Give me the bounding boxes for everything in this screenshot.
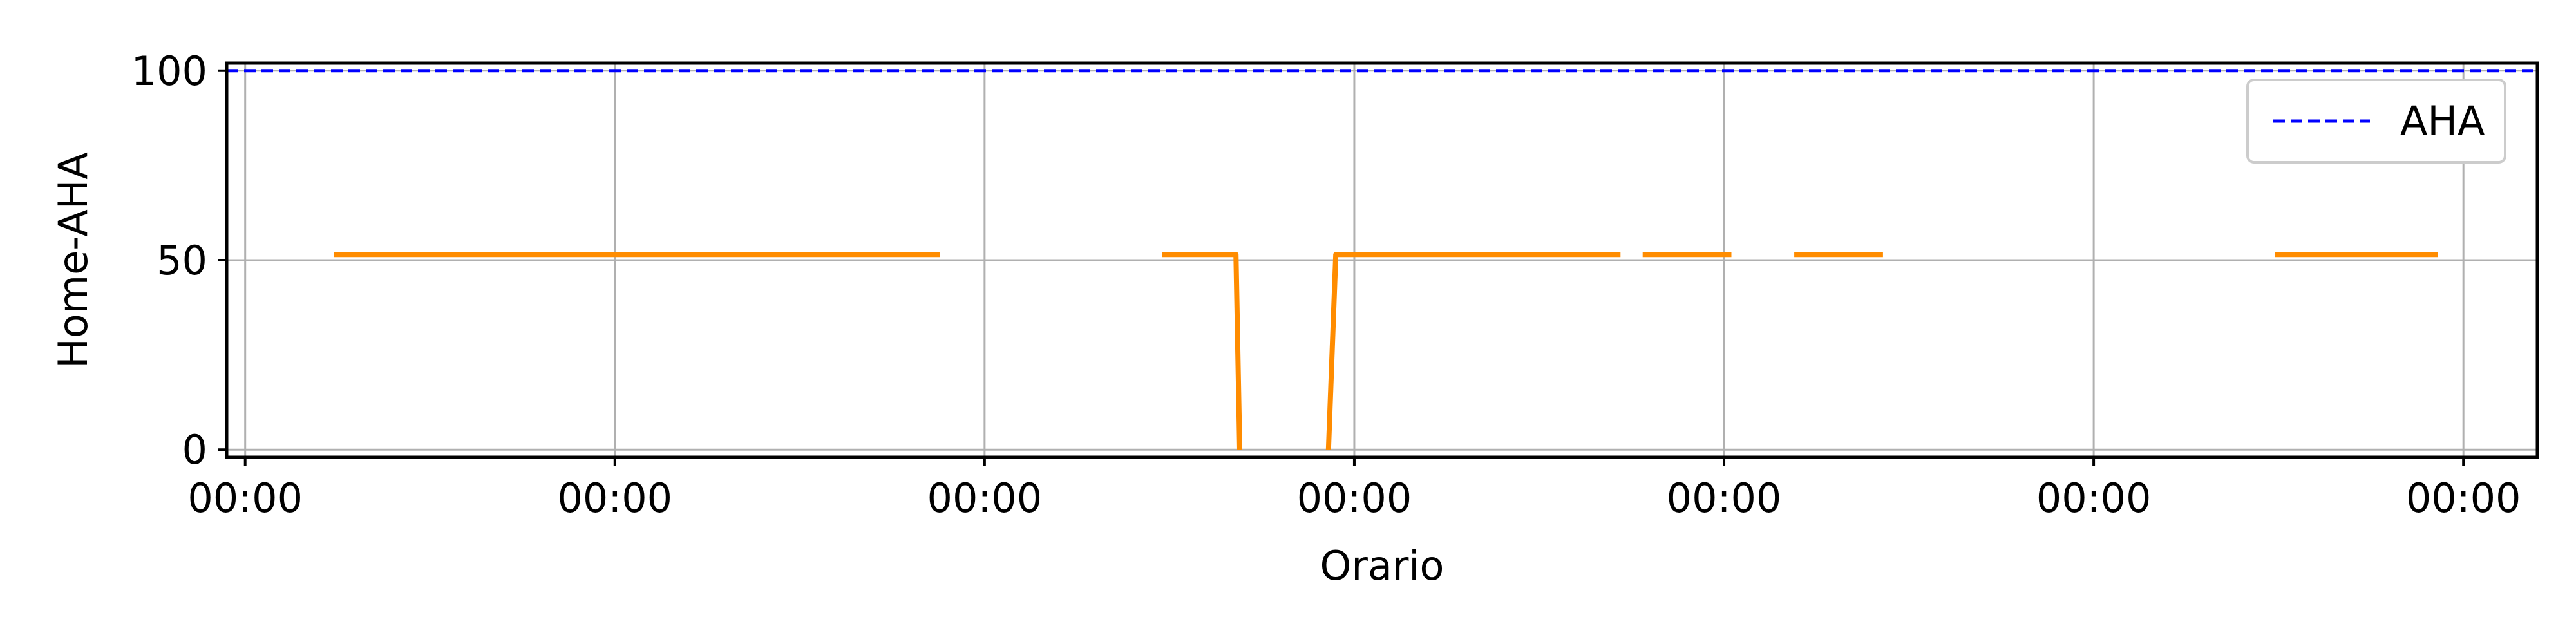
- x-tick-label: 00:00: [2036, 475, 2152, 522]
- series-lines: [227, 69, 2537, 450]
- x-axis-label: Orario: [1320, 542, 1444, 589]
- y-axis-label: Home-AHA: [50, 152, 97, 368]
- legend: AHA: [2246, 79, 2506, 164]
- legend-box: [2246, 79, 2506, 164]
- x-tick-label: 00:00: [1667, 475, 1782, 522]
- x-tick-label: 00:00: [2406, 475, 2521, 522]
- y-tick-label: 0: [182, 426, 207, 473]
- series-line-main: [1325, 252, 1621, 450]
- x-tick-label: 00:00: [557, 475, 672, 522]
- axis-ticks: 00:00 00:00 00:00 00:00 00:00 00:00 00:0005010…: [131, 48, 2521, 522]
- series-line-main: [1162, 252, 1242, 450]
- y-tick-label: 50: [156, 237, 207, 284]
- x-tick-label: 00:00: [187, 475, 303, 522]
- legend-label-aha: AHA: [2400, 97, 2485, 144]
- x-tick-label: 00:00: [1297, 475, 1412, 522]
- y-tick-label: 100: [131, 48, 207, 95]
- x-tick-label: 00:00: [927, 475, 1043, 522]
